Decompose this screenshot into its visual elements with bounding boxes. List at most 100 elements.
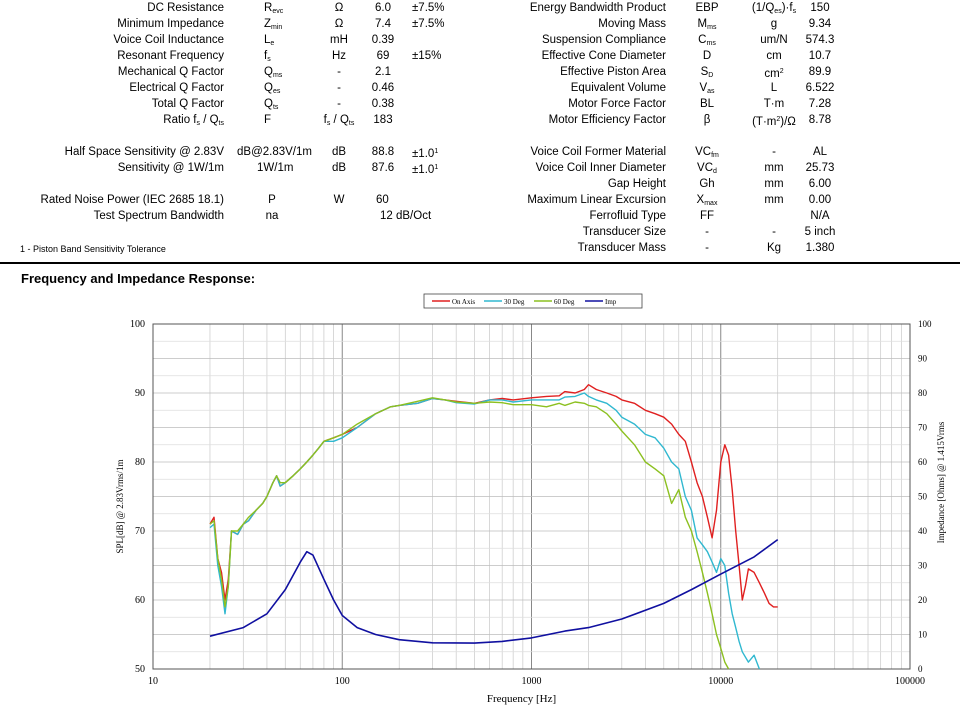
spec-name: Half Space Sensitivity @ 2.83V bbox=[64, 146, 224, 158]
spec-row: Ferrofluid Type FF N/A bbox=[480, 208, 960, 224]
spec-name: Rated Noise Power (IEC 2685 18.1) bbox=[40, 194, 224, 206]
spec-row: Minimum Impedance Zmin Ω 7.4 ±7.5% bbox=[0, 16, 480, 32]
spec-row: Rated Noise Power (IEC 2685 18.1) P W 60 bbox=[0, 192, 480, 208]
spec-symbol: VCd bbox=[697, 162, 717, 175]
spec-value: 8.78 bbox=[808, 114, 832, 126]
spec-symbol: VCfm bbox=[695, 146, 719, 159]
legend-label: Imp bbox=[605, 298, 617, 306]
spec-row: Motor Force Factor BL T·m 7.28 bbox=[480, 96, 960, 112]
spec-unit: W bbox=[333, 194, 345, 206]
spec-symbol: na bbox=[265, 210, 279, 222]
spec-unit: fs / Qts bbox=[323, 114, 355, 127]
spec-name: Voice Coil Inner Diameter bbox=[535, 162, 666, 174]
chart-series bbox=[209, 384, 779, 670]
spec-row: DC Resistance Revc Ω 6.0 ±7.5% bbox=[0, 0, 480, 16]
spec-name: Test Spectrum Bandwidth bbox=[93, 210, 224, 222]
spec-unit: mH bbox=[330, 34, 348, 46]
spec-value: 9.34 bbox=[808, 18, 832, 30]
spec-symbol: Le bbox=[264, 34, 275, 47]
spec-value: 10.7 bbox=[808, 50, 832, 62]
spec-symbol: 1W/1m bbox=[257, 162, 294, 174]
spec-tolerance: ±1.01 bbox=[412, 148, 439, 160]
series-line-imp bbox=[209, 538, 779, 644]
spec-value: 60 bbox=[376, 194, 389, 206]
y2-tick-label: 90 bbox=[918, 354, 928, 364]
spec-row: Equivalent Volume Vas L 6.522 bbox=[480, 80, 960, 96]
spec-symbol: Qms bbox=[264, 66, 283, 79]
spec-name: Moving Mass bbox=[598, 18, 666, 30]
spec-value: 0.38 bbox=[371, 98, 395, 110]
spec-row: Electrical Q Factor Qes - 0.46 bbox=[0, 80, 480, 96]
spec-symbol: Zmin bbox=[264, 18, 283, 31]
x-tick-label: 10000 bbox=[708, 676, 733, 687]
spec-symbol: dB@2.83V/1m bbox=[237, 146, 312, 158]
spec-value: 89.9 bbox=[808, 66, 832, 78]
spec-unit: mm bbox=[764, 162, 784, 174]
spec-row: Voice Coil Inner Diameter VCd mm 25.73 bbox=[480, 160, 960, 176]
spec-unit: Kg bbox=[766, 242, 782, 254]
legend-box bbox=[423, 293, 643, 309]
spec-row: Gap Height Gh mm 6.00 bbox=[480, 176, 960, 192]
frequency-impedance-chart: 10 100 1000 10000 10000050607080901000102030… bbox=[115, 293, 946, 705]
x-tick-label: 10 bbox=[148, 676, 158, 687]
spec-value: 6.522 bbox=[805, 82, 835, 94]
spec-symbol: F bbox=[264, 114, 272, 126]
spec-unit: T·m bbox=[763, 98, 785, 110]
y-axis-label: SPL[dB] @ 2.83Vrms/1m bbox=[115, 459, 125, 553]
spec-value: 88.8 bbox=[371, 146, 395, 158]
spec-value: 6.0 bbox=[375, 2, 391, 14]
spec-symbol: Mms bbox=[697, 18, 717, 31]
spec-value: 5 inch bbox=[804, 226, 836, 238]
spec-name: Suspension Compliance bbox=[541, 34, 666, 46]
chart-axes: 10 100 1000 10000 10000050607080901000102030… bbox=[115, 319, 946, 705]
spec-name: Motor Force Factor bbox=[568, 98, 666, 110]
spec-value: 0.39 bbox=[371, 34, 395, 46]
spec-value: 0.00 bbox=[808, 194, 832, 206]
spec-value: 574.3 bbox=[805, 34, 835, 46]
spec-symbol: Gh bbox=[699, 178, 715, 190]
y2-tick-label: 100 bbox=[918, 319, 932, 329]
spec-row: Resonant Frequency fs Hz 69 ±15% bbox=[0, 48, 480, 64]
section-title: Frequency and Impedance Response: bbox=[21, 271, 256, 286]
spec-unit: - bbox=[337, 98, 341, 110]
spec-name: Maximum Linear Excursion bbox=[527, 194, 666, 206]
spec-value: 2.1 bbox=[375, 66, 391, 78]
spec-row: Suspension Compliance Cms um/N 574.3 bbox=[480, 32, 960, 48]
spec-name: Ratio fs / Qts bbox=[163, 114, 224, 127]
spec-value: 6.00 bbox=[808, 178, 832, 190]
spec-row: Transducer Size - - 5 inch bbox=[480, 224, 960, 240]
y2-tick-label: 80 bbox=[918, 388, 928, 398]
spec-name: Transducer Mass bbox=[577, 242, 666, 254]
spec-symbol: FF bbox=[699, 210, 715, 222]
spec-value: 183 bbox=[373, 114, 393, 126]
y2-tick-label: 0 bbox=[918, 664, 923, 674]
y2-tick-label: 70 bbox=[918, 423, 928, 433]
spec-unit: Ω bbox=[334, 2, 344, 14]
spec-symbol: Cms bbox=[698, 34, 716, 47]
spec-value: AL bbox=[812, 146, 828, 158]
spec-value: 12 dB/Oct bbox=[380, 210, 432, 222]
spec-symbol: - bbox=[705, 242, 709, 254]
spec-row: Voice Coil Former Material VCfm - AL bbox=[480, 144, 960, 160]
spec-unit: Hz bbox=[331, 50, 347, 62]
legend-label: 30 Deg bbox=[504, 298, 525, 306]
x-axis-label: Frequency [Hz] bbox=[487, 693, 556, 705]
spec-name: Electrical Q Factor bbox=[129, 82, 224, 94]
spec-unit: um/N bbox=[760, 34, 788, 46]
y2-axis-label: Impedance [Ohms] @ 1.415Vrms bbox=[936, 421, 946, 543]
plot-frame bbox=[152, 323, 911, 670]
spec-symbol: Qts bbox=[264, 98, 279, 111]
spec-unit: - bbox=[772, 226, 776, 238]
spec-unit: dB bbox=[331, 146, 347, 158]
spec-symbol: Revc bbox=[264, 2, 284, 15]
chart-grid bbox=[152, 323, 910, 670]
legend-label: On Axis bbox=[452, 298, 475, 306]
spec-value: 0.46 bbox=[371, 82, 395, 94]
spec-unit: cm2 bbox=[764, 68, 784, 80]
spec-unit: dB bbox=[331, 162, 347, 174]
spec-symbol: Xmax bbox=[696, 194, 718, 207]
spec-value: 7.4 bbox=[375, 18, 391, 30]
spec-name: Effective Piston Area bbox=[560, 66, 666, 78]
